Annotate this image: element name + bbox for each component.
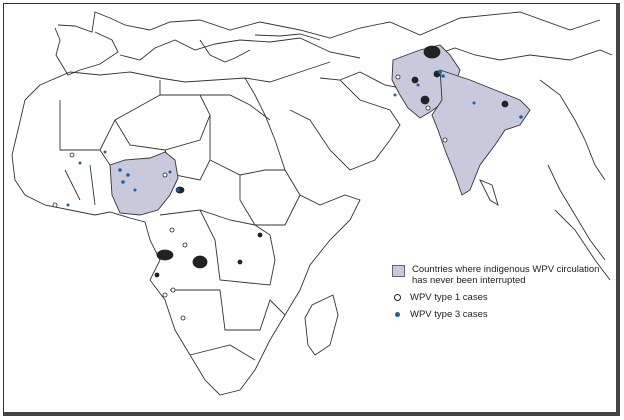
legend-endemic-row: Countries where indigenous WPV circulati… — [392, 264, 617, 286]
nigeria-region — [109, 151, 179, 216]
country-borders — [11, 11, 613, 396]
wpv-type3-markers — [66, 70, 523, 207]
blue-dot-icon — [395, 312, 400, 317]
endemic-swatch-icon — [392, 265, 405, 277]
legend-type3-row: WPV type 3 cases — [392, 309, 617, 320]
map-frame — [3, 3, 620, 416]
map-legend: Countries where indigenous WPV circulati… — [392, 264, 617, 326]
open-circle-icon — [394, 294, 401, 301]
india-region — [431, 69, 531, 196]
legend-endemic-label: Countries where indigenous WPV circulati… — [412, 264, 600, 286]
legend-type1-row: WPV type 1 cases — [392, 292, 617, 303]
endemic-countries — [109, 44, 531, 216]
legend-type1-label: WPV type 1 cases — [410, 292, 488, 303]
wpv-type1-markers — [52, 45, 509, 321]
legend-type3-label: WPV type 3 cases — [410, 309, 488, 320]
